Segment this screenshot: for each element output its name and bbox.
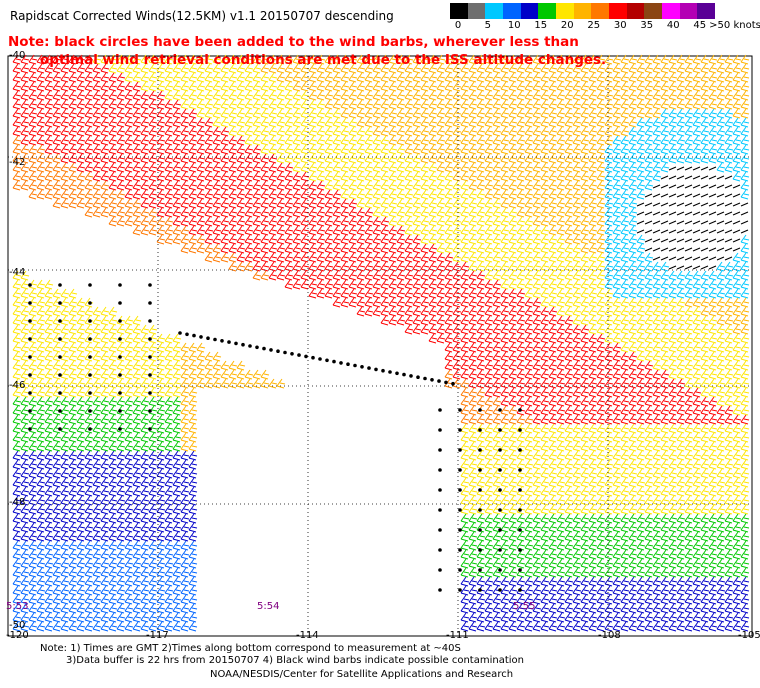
map-frame: [7, 55, 753, 637]
lon-label: -108: [598, 630, 621, 641]
lat-label: -44: [9, 267, 26, 278]
legend-label: 25: [587, 20, 601, 31]
legend-swatch: [485, 3, 504, 19]
map-title: Rapidscat Corrected Winds(12.5KM) v1.1 2…: [10, 9, 394, 23]
lon-label: -114: [296, 630, 319, 641]
legend-label: 30: [613, 20, 627, 31]
time-label: 5:55: [513, 601, 536, 612]
credit-line: NOAA/NESDIS/Center for Satellite Applica…: [210, 669, 514, 680]
footer-note-line-2: 3)Data buffer is 22 hrs from 20150707 4)…: [66, 655, 524, 666]
note-line-1: Note: black circles have been added to t…: [8, 34, 579, 50]
legend-labels: 0 5 10 15 20 25 30 35 40 45 >50 knots: [450, 20, 760, 34]
legend-swatch: [503, 3, 521, 19]
lat-label: -48: [9, 497, 26, 508]
legend-swatch: [697, 3, 716, 19]
lat-lon-grid: [8, 56, 752, 636]
legend-label: >50 knots: [709, 20, 760, 31]
legend-swatch: [538, 3, 557, 19]
time-label: 5:53: [6, 601, 29, 612]
lon-label: -111: [446, 630, 469, 641]
wind-barbs-layer: [12, 54, 750, 632]
lon-label: -105: [738, 630, 760, 641]
lat-label: -50: [9, 620, 26, 631]
legend-swatch: [520, 3, 539, 19]
legend-label: 45: [693, 20, 707, 31]
legend-swatch: [662, 3, 680, 19]
lat-label: -46: [9, 380, 26, 391]
legend-label: 20: [560, 20, 574, 31]
legend-label: 35: [640, 20, 654, 31]
legend-swatch: [679, 3, 698, 19]
lon-label: -117: [146, 630, 169, 641]
contamination-note: Note: black circles have been added to t…: [8, 33, 606, 69]
legend-swatch: [609, 3, 627, 19]
legend-label: 10: [507, 20, 521, 31]
legend-swatch: [626, 3, 645, 19]
lat-label: -40: [9, 50, 26, 61]
legend-label: 40: [666, 20, 680, 31]
lat-label: -42: [9, 157, 26, 168]
time-label: 5:54: [257, 601, 280, 612]
legend-swatch: [450, 3, 468, 19]
legend-label: 0: [454, 20, 462, 31]
note-line-2: optimal wind retrieval conditions are me…: [40, 52, 607, 68]
legend-swatch: [591, 3, 610, 19]
footer-note-line-1: Note: 1) Times are GMT 2)Times along bot…: [40, 643, 461, 654]
legend-swatch: [644, 3, 663, 19]
legend-label: 15: [534, 20, 548, 31]
legend-swatch: [467, 3, 486, 19]
legend-label: 5: [484, 20, 491, 31]
lon-label: -120: [6, 630, 29, 641]
wind-speed-color-legend: [450, 3, 716, 19]
legend-swatch: [573, 3, 592, 19]
legend-swatch: [556, 3, 574, 19]
